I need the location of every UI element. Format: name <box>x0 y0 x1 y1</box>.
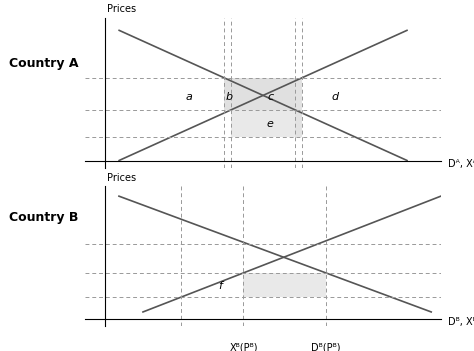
Text: Xᴮ(Pᴮ): Xᴮ(Pᴮ) <box>229 342 258 351</box>
Text: e: e <box>267 119 273 129</box>
Bar <box>295 110 302 137</box>
Text: Xᴬ(Pᴮ): Xᴬ(Pᴮ) <box>217 186 246 196</box>
Text: Prices: Prices <box>107 4 136 14</box>
Bar <box>231 110 302 137</box>
Text: Dᴬ(Pᴬ): Dᴬ(Pᴬ) <box>210 186 239 196</box>
Text: Country A: Country A <box>9 57 79 70</box>
Bar <box>224 78 295 110</box>
Text: Xᴬ(Pᴬ): Xᴬ(Pᴬ) <box>287 186 316 196</box>
Bar <box>224 78 263 110</box>
Text: f: f <box>218 281 222 291</box>
Text: c: c <box>267 92 273 102</box>
Text: a: a <box>185 92 192 102</box>
Text: Dᴬ(Pᴮ): Dᴬ(Pᴮ) <box>280 186 310 196</box>
Text: Dᴮ, Xᴮ: Dᴮ, Xᴮ <box>448 317 474 327</box>
Bar <box>263 78 302 110</box>
Bar <box>224 78 302 110</box>
Text: d: d <box>332 92 339 102</box>
Text: b: b <box>226 92 233 102</box>
Text: Prices: Prices <box>107 173 136 183</box>
Bar <box>244 273 326 298</box>
Text: Dᴬ, Xᴬ: Dᴬ, Xᴬ <box>448 159 474 169</box>
Text: Country B: Country B <box>9 211 79 224</box>
Text: Dᴮ(Pᴮ): Dᴮ(Pᴮ) <box>311 342 341 351</box>
